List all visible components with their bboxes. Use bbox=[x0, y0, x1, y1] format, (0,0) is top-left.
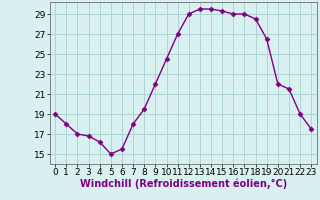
X-axis label: Windchill (Refroidissement éolien,°C): Windchill (Refroidissement éolien,°C) bbox=[80, 179, 287, 189]
